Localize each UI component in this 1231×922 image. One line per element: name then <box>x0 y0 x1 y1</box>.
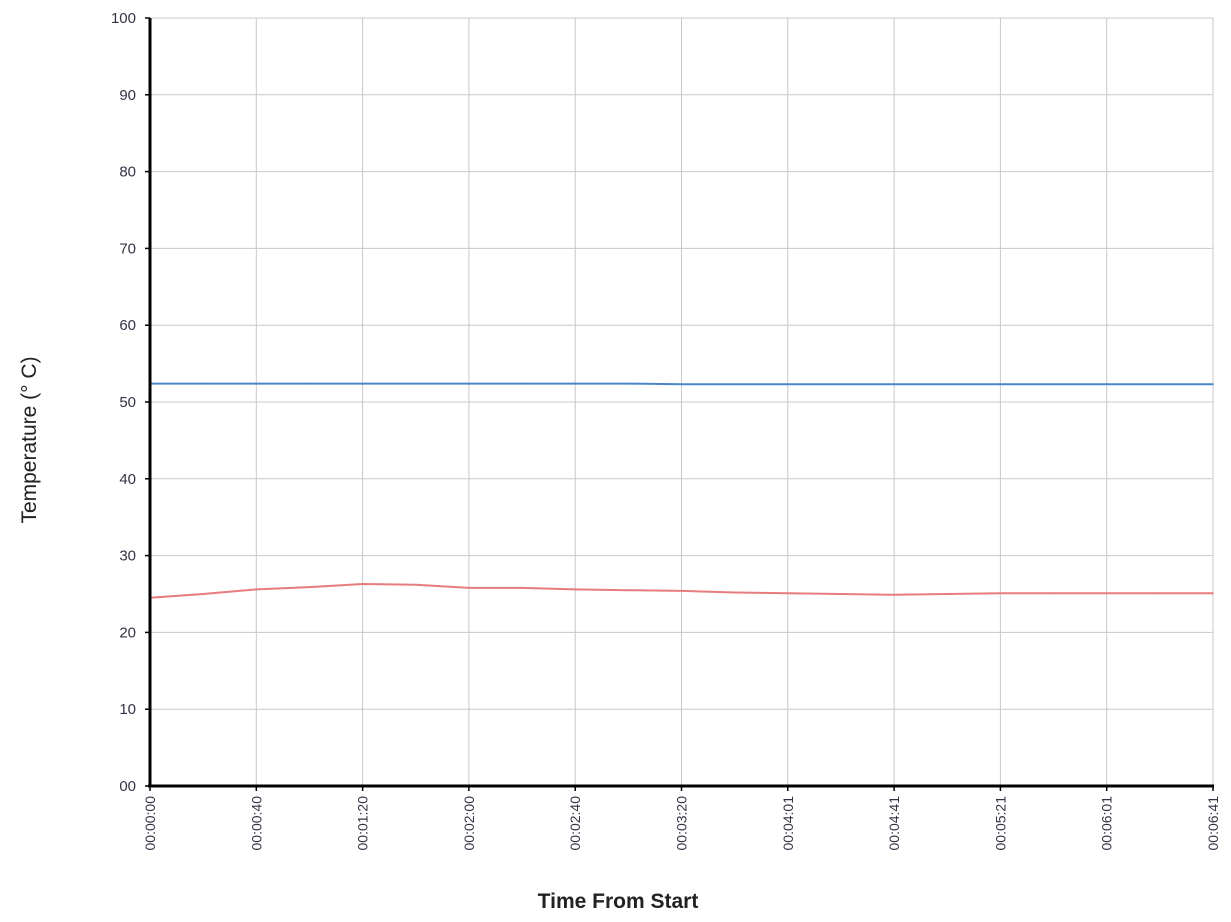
y-tick-label: 10 <box>119 701 136 718</box>
series-2-point <box>1052 592 1055 594</box>
y-tick-label: 60 <box>119 317 136 334</box>
y-tick-label: 90 <box>119 87 136 104</box>
series-2-point <box>415 584 417 586</box>
series-2-point <box>840 593 842 595</box>
y-tick-label: 50 <box>119 394 136 411</box>
x-axis-title: Time From Start <box>538 890 699 913</box>
y-axis-title: Temperature (° C) <box>18 356 41 523</box>
series-2-point <box>680 590 683 592</box>
series-2-point <box>468 587 470 589</box>
series-2-point <box>202 593 204 595</box>
series-1-point <box>999 383 1002 386</box>
x-tick-label: 00:04:01 <box>780 796 796 851</box>
series-2-point <box>308 586 311 588</box>
series-1-point <box>308 382 311 385</box>
series-2-point <box>787 592 789 594</box>
y-tick-labels: 00 10 20 30 40 50 60 70 80 90 100 <box>111 10 150 795</box>
series-lines <box>149 382 1214 599</box>
series-1-point <box>787 383 789 386</box>
series-1-point <box>1105 383 1108 386</box>
series-1-point <box>521 382 523 385</box>
x-tick-label: 00:00:40 <box>248 796 264 851</box>
series-1-point <box>680 383 683 386</box>
y-tick-label: 100 <box>111 10 136 27</box>
x-tick-label: 00:03:20 <box>674 796 690 851</box>
series-1-point <box>415 382 417 385</box>
series-2-point <box>733 591 736 594</box>
series-2-point <box>1212 592 1214 594</box>
series-1-point <box>255 382 258 385</box>
series-2-point <box>627 589 630 591</box>
series-2-point <box>893 594 895 596</box>
x-tick-label: 00:02:40 <box>567 796 583 851</box>
series-1-point <box>1212 383 1214 386</box>
series-1-point <box>627 382 630 385</box>
series-1-point <box>574 382 576 385</box>
series-1-point <box>946 383 949 386</box>
series-1-point <box>202 382 204 385</box>
series-1-point <box>468 382 470 385</box>
series-2-point <box>255 588 258 591</box>
series-2-point <box>521 587 523 589</box>
x-tick-label: 00:06:41 <box>1205 796 1221 851</box>
series-2-point <box>999 592 1002 594</box>
series-2-point <box>1159 592 1161 594</box>
x-tick-label: 00:00:00 <box>142 796 158 851</box>
y-tick-label: 20 <box>119 624 136 641</box>
series-1-point <box>1052 383 1055 386</box>
x-tick-labels: 00:00:00 00:00:40 00:01:20 00:02:00 00:02:40… <box>142 786 1221 851</box>
x-tick-label: 00:05:21 <box>992 796 1008 851</box>
series-1-point <box>893 383 895 386</box>
y-tick-label: 80 <box>119 164 136 181</box>
x-tick-label: 00:06:01 <box>1099 796 1115 851</box>
series-1-point <box>361 382 364 385</box>
series-2-point <box>361 583 364 585</box>
y-tick-label: 30 <box>119 548 136 565</box>
series-1-point <box>840 383 842 386</box>
series-2-point <box>1105 592 1108 594</box>
y-tick-label: 00 <box>119 778 136 795</box>
series-1-point <box>733 383 736 386</box>
series-2-point <box>946 593 949 595</box>
x-tick-label: 00:01:20 <box>355 796 371 851</box>
series-1-point <box>1159 383 1161 386</box>
x-tick-label: 00:02:00 <box>461 796 477 851</box>
y-tick-label: 40 <box>119 471 136 488</box>
grid-lines <box>150 17 1214 786</box>
series-2-point <box>574 588 576 591</box>
y-tick-label: 70 <box>119 240 136 257</box>
x-tick-label: 00:04:41 <box>886 796 902 851</box>
